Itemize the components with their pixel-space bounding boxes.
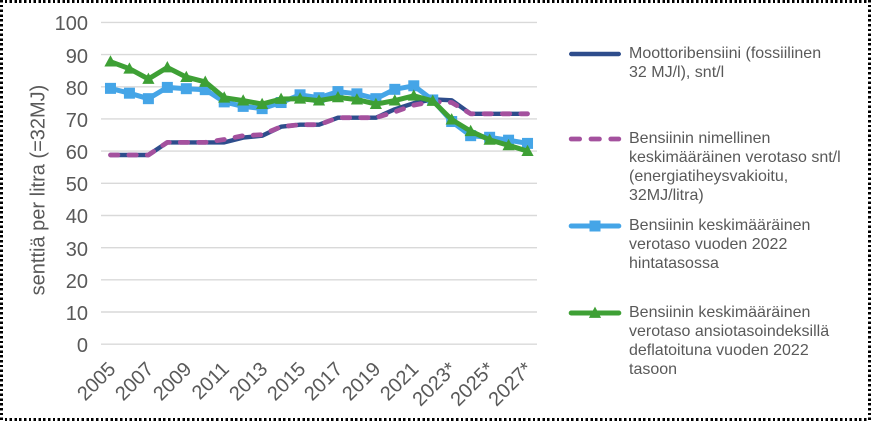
- series-3-marker-2010[interactable]: [199, 75, 212, 87]
- series-2-marker-2006[interactable]: [123, 87, 135, 99]
- series-3-marker-2014[interactable]: [274, 92, 288, 104]
- series-3-marker-2006[interactable]: [123, 62, 136, 74]
- y-tick-label-40: 40: [65, 206, 88, 229]
- series-2-marker-2008[interactable]: [161, 81, 173, 93]
- legend-entry-0[interactable]: Moottoribensiini (fossiilinen 32 MJ/l), …: [568, 44, 868, 82]
- legend-entry-3[interactable]: Bensiinin keskimääräinen verotaso ansiot…: [568, 303, 868, 379]
- series-3-marker-2023[interactable]: [445, 113, 458, 125]
- series-2-marker-2012[interactable]: [237, 100, 249, 112]
- legend-swatch-1: [568, 136, 622, 142]
- series-3-marker-2020[interactable]: [388, 94, 401, 106]
- series-2-marker-2020[interactable]: [389, 83, 401, 95]
- y-tick-label-30: 30: [65, 238, 88, 261]
- series-3-marker-2015[interactable]: [293, 92, 307, 104]
- series-2-marker-2007[interactable]: [142, 93, 154, 105]
- legend-swatch-2: [568, 220, 622, 232]
- y-tick-label-100: 100: [54, 13, 88, 36]
- y-tick-label-10: 10: [65, 303, 88, 326]
- series-2-marker-2005[interactable]: [104, 82, 116, 94]
- y-axis-title-text: senttiä per litra (=32MJ): [27, 84, 50, 296]
- series-3-marker-2005[interactable]: [104, 55, 117, 67]
- series-3-marker-2026[interactable]: [502, 138, 515, 151]
- series-3-marker-2018[interactable]: [350, 93, 364, 105]
- y-tick-label-0: 0: [76, 335, 88, 358]
- series-3-marker-2009[interactable]: [180, 70, 193, 83]
- legend-swatch-0: [569, 51, 621, 57]
- series-3-marker-2022[interactable]: [426, 94, 439, 106]
- series-3-marker-2007[interactable]: [142, 72, 155, 84]
- series-3-marker-2021[interactable]: [407, 89, 420, 101]
- series-2-marker-2027[interactable]: [522, 137, 534, 149]
- legend-entry-2[interactable]: Bensiinin keskimääräinen verotaso vuoden…: [568, 216, 868, 273]
- selection-marquee-bottom: [0, 418, 871, 421]
- selection-marquee-left: [0, 0, 3, 421]
- legend-entry-1[interactable]: Bensiinin nimellinen keskimääräinen vero…: [568, 129, 868, 205]
- series-2-marker-2021[interactable]: [408, 80, 420, 92]
- series-3-marker-2011[interactable]: [218, 91, 231, 103]
- legend-label-1: Bensiinin nimellinen keskimääräinen vero…: [629, 130, 841, 204]
- series-line-1[interactable]: [108, 99, 530, 158]
- y-tick-label-70: 70: [65, 109, 88, 132]
- series-3-marker-2019[interactable]: [369, 97, 382, 110]
- series-3-marker-2013[interactable]: [256, 97, 269, 110]
- series-3-marker-2008[interactable]: [161, 61, 174, 73]
- series-2-marker-2010[interactable]: [199, 84, 211, 96]
- selection-marquee-right: [868, 0, 871, 421]
- series-3-marker-2025[interactable]: [483, 133, 496, 145]
- series-3-marker-2027[interactable]: [521, 144, 534, 157]
- y-tick-label-20: 20: [65, 270, 88, 293]
- series-3-marker-2024[interactable]: [464, 124, 477, 137]
- legend-swatch-3: [568, 306, 622, 318]
- series-3-marker-2012[interactable]: [237, 94, 250, 106]
- legend-label-0: Moottoribensiini (fossiilinen 32 MJ/l), …: [629, 45, 822, 81]
- series-line-3[interactable]: [108, 59, 530, 154]
- legend-marker-sample-3: [588, 306, 602, 318]
- series-3-marker-2017[interactable]: [331, 90, 345, 103]
- y-tick-label-60: 60: [65, 142, 88, 165]
- selection-marquee-top: [0, 0, 871, 3]
- y-tick-label-90: 90: [65, 45, 88, 68]
- y-tick-label-50: 50: [65, 174, 88, 197]
- y-tick-label-80: 80: [65, 77, 88, 100]
- legend-marker-sample-2: [589, 220, 601, 232]
- legend-label-2: Bensiinin keskimääräinen verotaso vuoden…: [629, 217, 811, 272]
- series-3-marker-2016[interactable]: [312, 94, 326, 106]
- series-2-marker-2009[interactable]: [180, 83, 192, 95]
- legend-label-3: Bensiinin keskimääräinen verotaso ansiot…: [629, 304, 830, 378]
